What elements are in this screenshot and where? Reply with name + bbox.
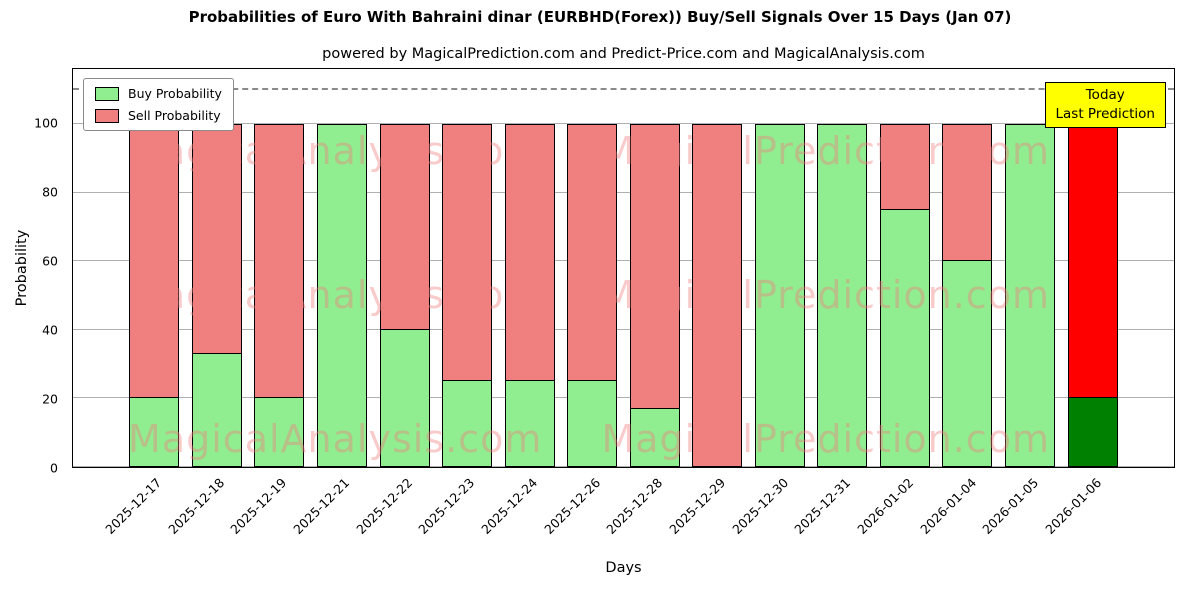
sell-bar-segment — [567, 123, 618, 382]
sell-bar-segment — [504, 123, 555, 382]
bar-slot — [811, 69, 874, 467]
gridline — [73, 328, 1174, 330]
x-tick-label: 2025-12-29 — [666, 475, 729, 537]
gridline — [73, 191, 1174, 193]
x-tick-label: 2025-12-28 — [603, 475, 666, 537]
bars — [73, 69, 1174, 467]
x-tick-label: 2025-12-30 — [728, 475, 791, 537]
sell-bar-segment — [191, 123, 242, 354]
y-tick-label: 80 — [42, 184, 58, 200]
today-annotation: Today Last Prediction — [1044, 82, 1166, 128]
y-tick-label: 100 — [34, 115, 58, 131]
x-tick-label: 2026-01-04 — [916, 475, 979, 537]
buy-bar-segment — [129, 398, 180, 467]
plot-area: MagicalAnalysis.com MagicalPrediction.com… — [72, 68, 1175, 468]
bar-slot — [248, 69, 311, 467]
sell-bar-segment — [942, 123, 993, 262]
chart-title: Probabilities of Euro With Bahraini dina… — [188, 8, 1012, 26]
x-tick-label: 2025-12-26 — [540, 475, 603, 537]
x-tick-label: 2025-12-22 — [352, 475, 415, 537]
bar-slot — [874, 69, 937, 467]
buy-bar-segment — [316, 123, 368, 467]
buy-bar-segment — [1005, 123, 1056, 467]
sell-bar-segment — [442, 123, 493, 382]
y-tick-label: 40 — [42, 322, 58, 338]
x-tick-labels: 2025-12-17 2025-12-18 2025-12-19 2025-12-21… — [72, 472, 1175, 564]
y-tick-label: 20 — [42, 391, 58, 407]
x-tick-label: 2025-12-31 — [791, 475, 854, 537]
x-tick-label: 2025-12-17 — [102, 475, 165, 537]
x-tick-label: 2025-12-24 — [478, 475, 541, 537]
buy-bar-segment — [442, 381, 493, 467]
x-tick-label: 2025-12-21 — [290, 475, 353, 537]
bar-slot — [436, 69, 499, 467]
bar-slot — [1061, 69, 1124, 467]
today-annotation-line1: Today — [1085, 87, 1125, 103]
y-tick-label: 0 — [50, 460, 58, 476]
buy-bar-segment — [254, 398, 305, 467]
bar-slot — [623, 69, 686, 467]
y-tick-label: 60 — [42, 253, 58, 269]
bar-slot — [999, 69, 1062, 467]
y-tick-labels: 0 20 40 60 80 100 — [0, 68, 66, 476]
legend-item-buy: Buy Probability — [95, 86, 222, 101]
gridline — [73, 397, 1174, 399]
gridline — [73, 466, 1174, 467]
dashed-threshold-line — [73, 87, 1174, 90]
sell-bar-segment — [254, 123, 305, 399]
gridlines — [73, 69, 1174, 467]
x-tick-label: 2026-01-05 — [979, 475, 1042, 537]
today-annotation-line2: Last Prediction — [1055, 105, 1155, 122]
buy-bar-segment — [1067, 398, 1118, 467]
buy-bar-segment — [754, 123, 805, 467]
buy-bar-segment — [191, 353, 242, 467]
sell-bar-segment — [629, 123, 680, 409]
bar-slot — [498, 69, 561, 467]
x-tick-label: 2025-12-19 — [227, 475, 290, 537]
legend-label-buy: Buy Probability — [128, 86, 222, 101]
bar-slot — [936, 69, 999, 467]
x-tick-label: 2025-12-18 — [164, 475, 227, 537]
bar-slot — [311, 69, 374, 467]
x-tick-label: 2025-12-23 — [415, 475, 478, 537]
bar-slot — [123, 69, 186, 467]
buy-bar-segment — [629, 408, 680, 467]
gridline — [73, 260, 1174, 262]
buy-bar-segment — [379, 329, 430, 467]
x-tick-label: 2026-01-06 — [1042, 475, 1105, 537]
buy-bar-segment — [567, 381, 618, 467]
sell-color-swatch — [95, 108, 119, 123]
buy-bar-segment — [942, 261, 993, 467]
buy-bar-segment — [879, 209, 930, 467]
sell-bar-segment — [1067, 123, 1118, 399]
buy-bar-segment — [504, 381, 555, 467]
buy-bar-segment — [817, 123, 868, 467]
legend: Buy Probability Sell Probability — [83, 78, 234, 131]
chart-subtitle: powered by MagicalPrediction.com and Pre… — [322, 46, 925, 62]
legend-label-sell: Sell Probability — [128, 108, 221, 123]
x-axis-label: Days — [605, 560, 642, 576]
sell-bar-segment — [692, 123, 743, 467]
buy-color-swatch — [95, 86, 119, 101]
bar-slot — [561, 69, 624, 467]
sell-bar-segment — [879, 123, 930, 210]
sell-bar-segment — [379, 123, 430, 330]
bar-slot — [373, 69, 436, 467]
bar-slot — [749, 69, 812, 467]
sell-bar-segment — [129, 123, 180, 399]
legend-item-sell: Sell Probability — [95, 108, 222, 123]
bar-slot — [686, 69, 749, 467]
x-tick-label: 2026-01-02 — [854, 475, 917, 537]
gridline — [73, 122, 1174, 124]
